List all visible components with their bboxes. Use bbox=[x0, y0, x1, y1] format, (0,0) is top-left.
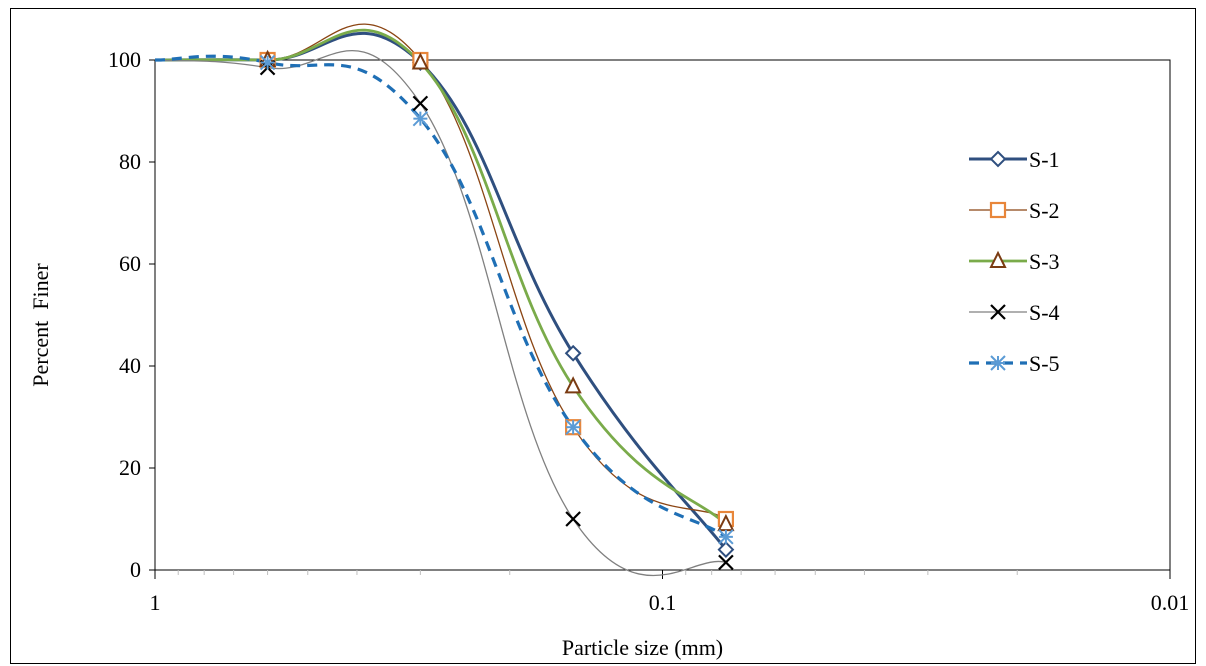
legend-marker-s-5 bbox=[990, 355, 1006, 371]
y-tick-label: 40 bbox=[119, 353, 141, 378]
legend-label-s-1: S-1 bbox=[1029, 147, 1060, 172]
x-axis-title: Particle size (mm) bbox=[562, 635, 723, 660]
legend-label-s-4: S-4 bbox=[1029, 300, 1060, 325]
data-point-s-5 bbox=[412, 110, 429, 127]
data-point-s-1 bbox=[717, 541, 735, 559]
series-line-s-1 bbox=[154, 31, 728, 551]
data-point-s-4 bbox=[412, 95, 429, 112]
data-point-s-3 bbox=[564, 376, 582, 394]
data-point-s-5 bbox=[565, 419, 581, 435]
y-tick-label: 80 bbox=[119, 149, 141, 174]
y-tick-label: 60 bbox=[119, 251, 141, 276]
legend-marker-s-4 bbox=[990, 304, 1006, 320]
legend-label-s-3: S-3 bbox=[1029, 249, 1060, 274]
data-point-s-5 bbox=[259, 54, 276, 71]
data-point-s-3 bbox=[411, 52, 429, 70]
legend-label-s-5: S-5 bbox=[1029, 351, 1060, 376]
series-line-s-5 bbox=[154, 54, 727, 539]
data-point-s-5 bbox=[718, 529, 734, 545]
x-tick-label: 0.1 bbox=[649, 590, 677, 615]
series-line-s-2 bbox=[155, 23, 727, 520]
chart-frame: 1 0.1 0.01 0 20 40 60 80 100 Particle size (mm) Pe… bbox=[10, 8, 1196, 664]
legend-marker-s-2 bbox=[989, 201, 1007, 219]
y-axis-title: Percent Finer bbox=[28, 263, 53, 387]
data-point-s-1 bbox=[564, 344, 582, 362]
legend-label-s-2: S-2 bbox=[1029, 198, 1060, 223]
x-tick-label: 0.01 bbox=[1151, 590, 1190, 615]
series-line-s-4 bbox=[154, 49, 727, 577]
y-tick-label: 20 bbox=[119, 455, 141, 480]
y-tick-label: 0 bbox=[130, 557, 141, 582]
legend-marker-s-1 bbox=[989, 150, 1007, 168]
y-tick-label: 100 bbox=[108, 47, 141, 72]
data-point-s-4 bbox=[565, 511, 581, 527]
x-tick-label: 1 bbox=[150, 590, 161, 615]
particle-size-chart: 1 0.1 0.01 0 20 40 60 80 100 Particle size (mm) Pe… bbox=[28, 23, 1190, 660]
data-point-s-4 bbox=[718, 554, 734, 571]
legend-marker-s-3 bbox=[989, 250, 1007, 268]
plot-area bbox=[154, 59, 1171, 571]
